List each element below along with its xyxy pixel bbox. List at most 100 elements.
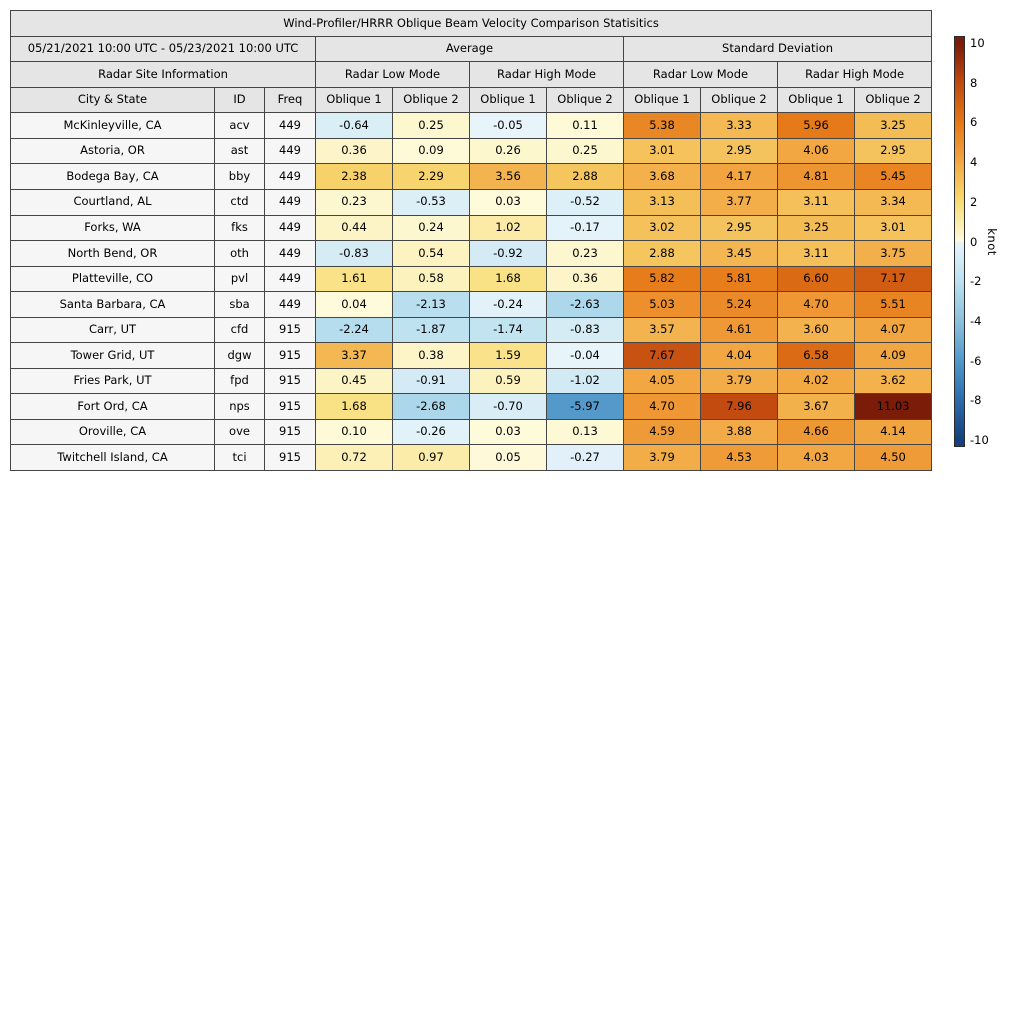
value-cell: 1.02 [469, 214, 547, 242]
mode-header-avg-low: Radar Low Mode [315, 61, 470, 88]
colorbar-tick-label: 2 [970, 194, 978, 209]
value-cell: -0.05 [469, 112, 547, 139]
city-cell: Carr, UT [10, 316, 215, 344]
stats-table: Wind-Profiler/HRRR Oblique Beam Velocity… [9, 10, 933, 471]
freq-cell: 449 [264, 163, 316, 190]
value-cell: 0.24 [392, 214, 470, 242]
value-cell: 0.11 [546, 112, 624, 139]
id-cell: tci [214, 444, 265, 471]
id-cell: oth [214, 240, 265, 267]
value-cell: 0.54 [392, 240, 470, 267]
mode-header-std-high: Radar High Mode [776, 61, 933, 88]
id-cell: fks [214, 214, 265, 242]
value-cell: 5.51 [853, 291, 933, 318]
value-cell: 3.56 [469, 163, 547, 190]
id-cell: ast [214, 137, 265, 165]
value-cell: -2.68 [392, 393, 470, 420]
value-cell: 6.60 [777, 265, 855, 293]
id-cell: cfd [214, 316, 265, 344]
table-row: Tower Grid, UT dgw 915 3.37 0.38 1.59 -0.04 7.6… [10, 342, 933, 369]
value-cell: -1.02 [546, 367, 624, 395]
colorbar: knot 10 8 6 4 2 0 -2 -4 -6 -8 -10 [954, 36, 999, 447]
colorbar-tick-label: -8 [970, 393, 982, 408]
value-cell: 3.13 [623, 188, 701, 216]
freq-cell: 449 [264, 214, 316, 242]
value-cell: 0.36 [315, 137, 393, 165]
column-header-row: City & State ID Freq Oblique 1 Oblique 2… [10, 86, 933, 114]
col-header-oblique: Oblique 1 [315, 86, 393, 114]
value-cell: 3.11 [777, 240, 855, 267]
value-cell: -0.83 [546, 316, 624, 344]
value-cell: -0.70 [469, 393, 547, 420]
freq-cell: 915 [264, 367, 316, 395]
value-cell: 0.05 [469, 444, 547, 471]
value-cell: 0.25 [392, 112, 470, 139]
value-cell: -1.87 [392, 316, 470, 344]
city-cell: Bodega Bay, CA [10, 163, 215, 190]
date-range: 05/21/2021 10:00 UTC - 05/23/2021 10:00 … [10, 35, 316, 63]
mode-header-row: Radar Site Information Radar Low Mode Ra… [10, 61, 933, 88]
value-cell: 2.88 [546, 163, 624, 190]
city-cell: Astoria, OR [10, 137, 215, 165]
value-cell: -0.04 [546, 342, 624, 369]
value-cell: 2.95 [853, 137, 933, 165]
table-title: Wind-Profiler/HRRR Oblique Beam Velocity… [9, 10, 933, 37]
value-cell: 2.88 [623, 240, 701, 267]
value-cell: -2.13 [392, 291, 470, 318]
value-cell: 4.53 [700, 444, 778, 471]
colorbar-tick-label: 6 [970, 115, 978, 130]
value-cell: -1.74 [469, 316, 547, 344]
table-row: Carr, UT cfd 915 -2.24 -1.87 -1.74 -0.83 3.57 4.… [10, 316, 933, 344]
title-row: Wind-Profiler/HRRR Oblique Beam Velocity… [9, 10, 933, 37]
city-cell: Twitchell Island, CA [10, 444, 215, 471]
value-cell: 4.06 [777, 137, 855, 165]
value-cell: 0.58 [392, 265, 470, 293]
id-cell: bby [214, 163, 265, 190]
col-header-oblique: Oblique 2 [546, 86, 624, 114]
col-header-oblique: Oblique 1 [623, 86, 701, 114]
value-cell: 3.57 [623, 316, 701, 344]
freq-cell: 915 [264, 418, 316, 446]
value-cell: 0.36 [546, 265, 624, 293]
value-cell: 7.17 [853, 265, 933, 293]
freq-cell: 915 [264, 393, 316, 420]
value-cell: -0.91 [392, 367, 470, 395]
value-cell: 7.96 [700, 393, 778, 420]
group-header-average: Average [315, 35, 624, 63]
value-cell: -0.92 [469, 240, 547, 267]
city-cell: Forks, WA [10, 214, 215, 242]
value-cell: -0.17 [546, 214, 624, 242]
city-cell: McKinleyville, CA [10, 112, 215, 139]
id-cell: fpd [214, 367, 265, 395]
value-cell: 4.70 [623, 393, 701, 420]
value-cell: 4.02 [777, 367, 855, 395]
value-cell: 0.25 [546, 137, 624, 165]
value-cell: 5.45 [853, 163, 933, 190]
value-cell: 5.82 [623, 265, 701, 293]
value-cell: 2.95 [700, 137, 778, 165]
value-cell: 3.45 [700, 240, 778, 267]
value-cell: 3.62 [853, 367, 933, 395]
col-header-city: City & State [10, 86, 215, 114]
freq-cell: 915 [264, 316, 316, 344]
value-cell: 3.68 [623, 163, 701, 190]
value-cell: 0.10 [315, 418, 393, 446]
value-cell: 3.34 [853, 188, 933, 216]
value-cell: -0.27 [546, 444, 624, 471]
col-header-oblique: Oblique 2 [853, 86, 933, 114]
value-cell: 4.81 [777, 163, 855, 190]
freq-cell: 449 [264, 265, 316, 293]
mode-header-avg-high: Radar High Mode [469, 61, 624, 88]
value-cell: 3.11 [777, 188, 855, 216]
value-cell: 0.26 [469, 137, 547, 165]
colorbar-tick-label: 0 [970, 234, 978, 249]
value-cell: 7.67 [623, 342, 701, 369]
colorbar-tick-label: -4 [970, 313, 982, 328]
value-cell: 3.37 [315, 342, 393, 369]
value-cell: 3.88 [700, 418, 778, 446]
colorbar-tick-label: 4 [970, 155, 978, 170]
table-row: Santa Barbara, CA sba 449 0.04 -2.13 -0.24 -2.… [10, 291, 933, 318]
value-cell: 4.03 [777, 444, 855, 471]
value-cell: 1.68 [315, 393, 393, 420]
table-row: Forks, WA fks 449 0.44 0.24 1.02 -0.17 3.02 2.95… [10, 214, 933, 242]
